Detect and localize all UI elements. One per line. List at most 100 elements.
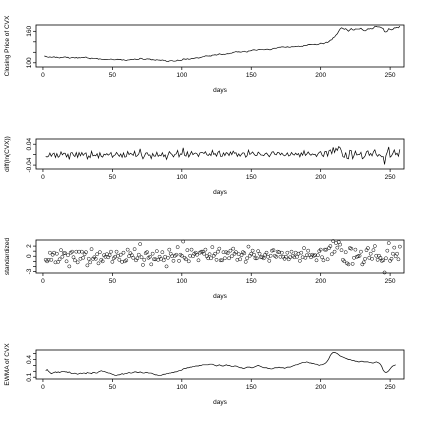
- data-point: [386, 241, 391, 245]
- data-point: [93, 256, 98, 261]
- data-point: [349, 246, 354, 251]
- data-point: [328, 244, 333, 248]
- data-point: [227, 256, 231, 261]
- y-tick-label-diff-log-2: 0.04: [26, 138, 33, 151]
- panel-diff-log: 0 50 100 150 200 250 -0.04 0.04 days diff(ln(CVX)…: [4, 136, 405, 196]
- data-point: [384, 256, 388, 261]
- x-tick-label-diff-log-1: 50: [109, 174, 117, 181]
- data-point: [382, 270, 387, 275]
- data-point: [66, 253, 70, 258]
- data-point: [252, 252, 256, 257]
- data-point: [75, 260, 80, 265]
- data-point: [152, 257, 156, 262]
- data-point: [371, 248, 376, 253]
- x-tick-label-ewma-2: 100: [176, 384, 187, 391]
- data-point: [279, 250, 284, 255]
- data-point: [167, 247, 172, 252]
- series-line-diff-log: [45, 145, 401, 165]
- y-axis-title-price: Closing Price of CVX: [4, 15, 11, 76]
- data-point: [124, 258, 129, 263]
- x-tick-label-price-5: 250: [385, 72, 396, 79]
- data-point: [166, 255, 170, 260]
- data-point: [154, 249, 159, 254]
- data-point: [292, 255, 297, 260]
- y-tick-label-ewma-3: 0.4: [26, 355, 33, 364]
- data-point: [209, 256, 213, 261]
- data-point: [159, 256, 163, 261]
- x-tick-label-standardized-4: 200: [315, 278, 326, 285]
- data-point: [46, 257, 51, 262]
- x-tick-label-standardized-0: 0: [41, 278, 45, 285]
- plot-frame-diff-log: [35, 138, 405, 170]
- data-point: [181, 239, 186, 244]
- data-point: [88, 260, 93, 265]
- data-point: [299, 250, 304, 255]
- data-point: [63, 251, 68, 256]
- data-point: [284, 254, 288, 259]
- data-point: [54, 251, 59, 256]
- x-axis-title-diff-log: days: [213, 189, 227, 196]
- y-tick-label-price-3: 160: [26, 25, 33, 36]
- x-tick-label-diff-log-2: 100: [176, 174, 187, 181]
- data-point: [139, 255, 144, 260]
- data-point: [297, 258, 302, 263]
- x-tick-label-standardized-3: 150: [246, 278, 257, 285]
- data-point: [325, 257, 330, 262]
- data-point: [131, 255, 136, 260]
- data-point: [196, 258, 201, 263]
- data-point: [73, 258, 77, 263]
- data-point: [318, 247, 323, 252]
- data-point: [302, 246, 306, 250]
- data-point: [195, 252, 199, 257]
- plot-frame-standardized: [35, 239, 405, 274]
- data-point: [206, 256, 211, 261]
- series-line-price: [44, 25, 401, 62]
- x-tick-label-standardized-5: 250: [385, 278, 396, 285]
- data-point: [332, 249, 337, 254]
- data-point: [218, 258, 223, 263]
- data-point: [322, 247, 327, 252]
- data-point: [361, 260, 366, 265]
- data-point: [48, 250, 52, 255]
- data-point: [372, 244, 377, 248]
- data-point: [350, 262, 355, 266]
- data-point: [324, 247, 329, 252]
- x-tick-label-ewma-5: 250: [385, 384, 396, 391]
- data-point: [385, 248, 390, 253]
- data-point: [67, 264, 72, 269]
- data-point: [174, 252, 179, 257]
- panel-price: 0 50 100 150 200 250 100 160 days Closing Price o…: [4, 15, 405, 94]
- series-line-ewma: [45, 352, 396, 376]
- data-point: [107, 253, 112, 258]
- data-point: [86, 256, 91, 261]
- data-point: [207, 252, 212, 257]
- data-point: [184, 257, 188, 262]
- data-point: [175, 245, 180, 249]
- data-point: [253, 256, 258, 261]
- data-point: [145, 250, 149, 255]
- data-point: [245, 256, 249, 261]
- data-point: [59, 248, 63, 253]
- data-point: [300, 255, 305, 260]
- data-point: [295, 254, 299, 259]
- data-point: [368, 251, 373, 256]
- data-point: [239, 253, 244, 258]
- data-point: [202, 251, 206, 256]
- data-point: [314, 258, 319, 263]
- data-point: [268, 253, 273, 258]
- data-point: [85, 263, 90, 268]
- data-point: [225, 251, 230, 256]
- data-point: [220, 258, 224, 263]
- data-point: [177, 258, 181, 263]
- x-tick-label-diff-log-3: 150: [246, 174, 257, 181]
- data-point: [223, 256, 227, 261]
- data-point: [84, 250, 88, 255]
- data-point: [343, 250, 348, 255]
- data-point: [234, 250, 238, 255]
- data-point: [254, 256, 259, 261]
- x-tick-label-price-2: 100: [176, 72, 187, 79]
- data-point: [338, 242, 342, 247]
- data-point: [148, 254, 152, 259]
- data-point: [395, 251, 399, 256]
